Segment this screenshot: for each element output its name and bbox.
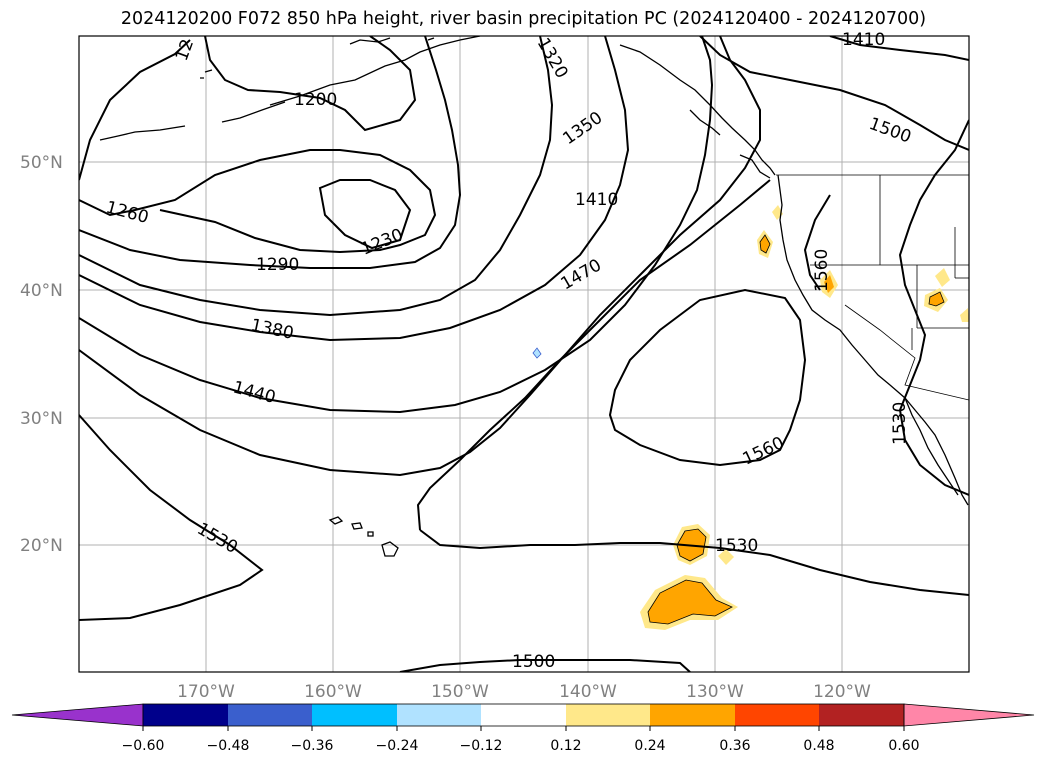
- lat-label: 50°N: [20, 153, 63, 173]
- map-frame: [78, 35, 970, 673]
- alaska-coast: [269, 36, 481, 106]
- colorbar-segment: [397, 704, 481, 726]
- contour-label: 1320: [533, 35, 572, 82]
- contour-label: 1530: [194, 519, 241, 558]
- colorbar-segment: [650, 704, 735, 726]
- latitude-labels: 50°N 40°N 30°N 20°N: [20, 153, 63, 556]
- colorbar-ticks: [142, 726, 905, 731]
- contour-label: 1470: [558, 255, 605, 294]
- contour-label: 1440: [231, 378, 278, 409]
- contour-label: 1530: [890, 402, 910, 445]
- colorbar-tick-label: −0.24: [376, 738, 419, 754]
- colorbar-segment: [312, 704, 397, 726]
- contour-label: 1560: [740, 433, 788, 469]
- contour-label: 1410: [842, 30, 885, 50]
- precip-patch-south-core: [647, 579, 733, 625]
- colorbar-tick-label: 0.24: [634, 738, 665, 754]
- contour-label: 1350: [559, 108, 606, 149]
- us-west-coast: [777, 174, 969, 506]
- colorbar: −0.60 −0.48 −0.36 −0.24 −0.12 0.12 0.24 …: [11, 703, 1035, 754]
- lon-label: 120°W: [813, 682, 871, 702]
- colorbar-segment: [143, 704, 228, 726]
- coastlines: [99, 36, 969, 557]
- lon-label: 140°W: [559, 682, 617, 702]
- colorbar-segment: [481, 704, 566, 726]
- colorbar-over-arrow: [903, 703, 1035, 727]
- colorbar-segment: [228, 704, 312, 726]
- contour-label: 1500: [866, 114, 913, 148]
- contour-label: 1230: [358, 225, 406, 260]
- height-contours: [79, 36, 969, 672]
- lat-label: 40°N: [20, 281, 63, 301]
- contour-label: 1410: [575, 190, 618, 210]
- lon-label: 160°W: [304, 682, 362, 702]
- contour-label: 1500: [512, 652, 555, 672]
- contour-label: 1530: [715, 536, 758, 556]
- colorbar-tick-label: 0.36: [719, 738, 750, 754]
- colorbar-segment: [566, 704, 650, 726]
- colorbar-tick-label: 0.12: [550, 738, 581, 754]
- colorbar-segment: [735, 704, 819, 726]
- colorbar-segment: [819, 704, 904, 726]
- bc-coast: [619, 44, 776, 176]
- colorbar-tick-label: −0.12: [460, 738, 503, 754]
- contour-labels: 12 1200 1320 1350 1410 1410 1500 1230 12…: [104, 30, 914, 672]
- baja-coast: [904, 397, 959, 496]
- lon-label: 170°W: [177, 682, 235, 702]
- colorbar-tick-label: −0.60: [122, 738, 165, 754]
- map-title: 2024120200 F072 850 hPa height, river ba…: [120, 9, 927, 29]
- colorbar-under-arrow: [11, 703, 144, 727]
- contour-label: 1260: [104, 198, 151, 229]
- lon-label: 150°W: [431, 682, 489, 702]
- lon-label: 130°W: [686, 682, 744, 702]
- hawaii-island: [381, 541, 399, 557]
- contour-label: 1200: [294, 90, 337, 110]
- colorbar-tick-label: 0.48: [803, 738, 834, 754]
- lat-label: 20°N: [20, 536, 63, 556]
- contour-label: 12: [172, 37, 198, 64]
- longitude-labels: 170°W 160°W 150°W 140°W 130°W 120°W: [177, 682, 871, 702]
- colorbar-tick-label: 0.60: [888, 738, 919, 754]
- lat-label: 30°N: [20, 409, 63, 429]
- graticule: [79, 36, 969, 672]
- colorbar-tick-label: −0.48: [207, 738, 250, 754]
- contour-label: 1380: [249, 315, 295, 344]
- contour-label: 1290: [256, 255, 299, 275]
- contour-label: 1560: [812, 249, 832, 292]
- colorbar-tick-label: −0.36: [291, 738, 334, 754]
